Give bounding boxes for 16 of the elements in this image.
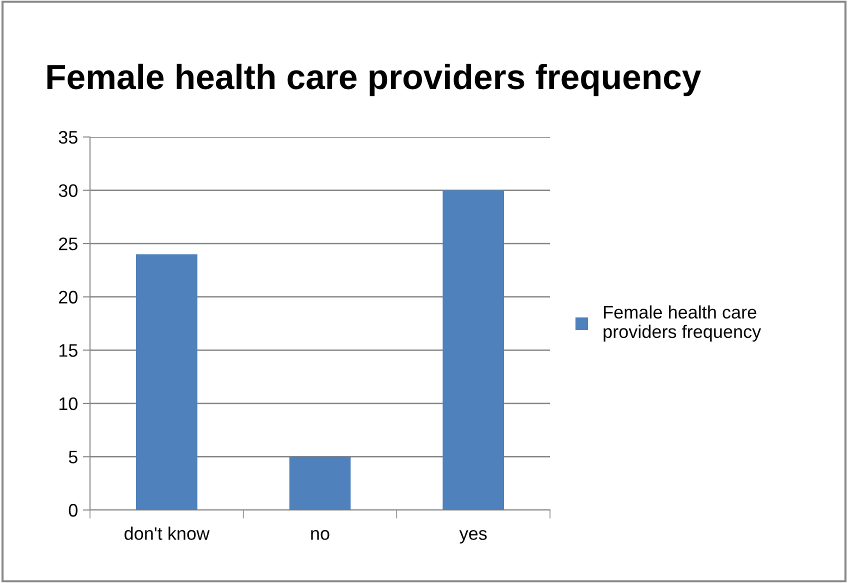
bar: [442, 190, 504, 510]
y-tick-label: 0: [68, 504, 78, 517]
chart-title: Female health care providers frequency: [47, 64, 702, 96]
y-tick-label: 5: [68, 450, 78, 464]
bar: [136, 254, 198, 510]
y-tick-label: 15: [59, 344, 78, 357]
y-tick-label: 30: [58, 184, 78, 198]
x-tick-label: don't know: [124, 526, 210, 540]
y-tick-label: 35: [58, 130, 78, 144]
y-tick-label: 10: [59, 397, 78, 410]
y-tick-label: 20: [59, 290, 78, 304]
legend-label: Female health care providers frequency: [604, 305, 762, 342]
bar: [289, 456, 351, 510]
x-tick-label: yes: [459, 530, 487, 544]
y-tick-label: 25: [59, 238, 78, 250]
x-tick-label: no: [311, 530, 330, 540]
